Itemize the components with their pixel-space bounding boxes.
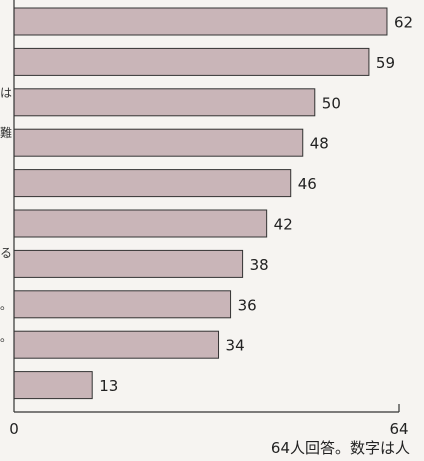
x-tick-64: 64: [389, 420, 408, 438]
truncated-category-labels: は難る。。: [0, 86, 12, 344]
value-label-7: 36: [238, 296, 257, 314]
category-label-fragment-2: る: [0, 246, 12, 260]
bar-4: [13, 169, 292, 198]
bar-0: [13, 7, 388, 36]
value-label-5: 42: [274, 216, 293, 234]
bar-3: [13, 128, 304, 157]
category-label-fragment-4: 。: [0, 330, 12, 344]
value-label-1: 59: [376, 54, 395, 72]
bar-5: [13, 209, 268, 238]
chart-footnote: 64人回答。数字は人: [270, 439, 410, 457]
value-labels: 62 59 50 48 46 42 38 36 34 13: [99, 14, 413, 396]
value-label-9: 13: [99, 377, 118, 395]
bars: [13, 7, 388, 400]
bar-9: [13, 371, 93, 400]
bar-7: [13, 290, 232, 319]
value-label-8: 34: [226, 337, 245, 355]
bar-8: [13, 330, 220, 359]
x-tick-0: 0: [9, 420, 19, 438]
value-label-6: 38: [250, 256, 269, 274]
bar-1: [13, 47, 370, 76]
value-label-4: 46: [298, 175, 317, 193]
value-label-2: 50: [322, 94, 341, 112]
category-label-fragment-0: は: [0, 86, 12, 100]
category-label-fragment-3: 。: [0, 298, 12, 312]
bar-2: [13, 88, 316, 117]
value-label-3: 48: [310, 135, 329, 153]
bar-6: [13, 249, 244, 278]
category-label-fragment-1: 難: [0, 125, 12, 140]
value-label-0: 62: [394, 14, 413, 32]
